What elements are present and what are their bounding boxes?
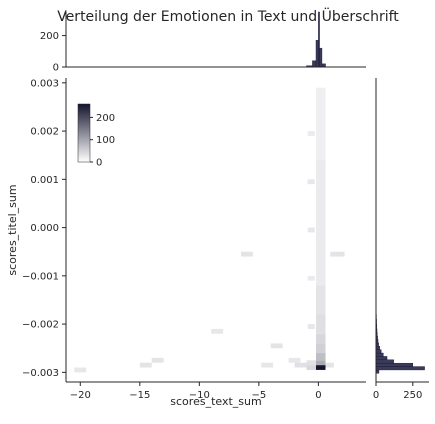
heatmap-bin — [316, 353, 326, 361]
marginal-y-tick-label: 250 — [403, 390, 422, 401]
marginal-y-bar — [375, 352, 384, 357]
x-tick-label: 0 — [315, 390, 321, 401]
x-tick-label: −10 — [189, 390, 210, 401]
x-axis-ticks: −20 −15 −10 −5 0 — [70, 382, 322, 401]
heatmap-bin — [316, 333, 326, 344]
heatmap-bin — [261, 362, 274, 368]
marginal-y-ticks: 0 250 — [373, 382, 422, 401]
heatmap-bin — [307, 131, 315, 136]
colorbar-tick-label: 200 — [96, 113, 115, 124]
heatmap-bin — [307, 227, 315, 233]
y-axis-label: scores_titel_sum — [6, 184, 19, 275]
heatmap-bin — [307, 324, 315, 329]
heatmap-bin — [241, 251, 253, 257]
marginal-x-bar — [312, 60, 317, 68]
marginal-y-bar — [375, 349, 382, 354]
y-tick-label: −0.003 — [22, 368, 59, 379]
marginal-y-bar — [375, 362, 414, 367]
y-tick-label: 0.000 — [30, 223, 59, 234]
marginal-y-bar — [375, 356, 388, 361]
heatmap-bin — [211, 328, 224, 334]
marginal-x-tick-label: 0 — [53, 63, 59, 74]
heatmap-bin — [74, 367, 87, 373]
marginal-y-tick-label: 0 — [373, 390, 379, 401]
y-tick-label: 0.003 — [30, 78, 59, 89]
x-tick-label: −15 — [129, 390, 150, 401]
heatmap-bin — [316, 227, 326, 286]
marginal-y-bar — [375, 359, 394, 364]
marginal-y-histogram: 0 250 — [373, 78, 429, 401]
heatmap-bin — [330, 251, 345, 257]
heatmap-bin — [307, 275, 315, 281]
heatmap-bin — [316, 365, 326, 370]
y-tick-label: 0.001 — [30, 175, 59, 186]
marginal-y-bar — [375, 366, 425, 371]
heatmap-bin — [270, 343, 283, 349]
heatmap-bin — [306, 360, 316, 366]
heatmap-bins — [74, 87, 345, 373]
colorbar-gradient — [77, 103, 91, 163]
marginal-x-tick-label: 200 — [40, 31, 59, 42]
joint-plot-area: −20 −15 −10 −5 0 −0.003 −0.002 −0.001 0.000 0.00… — [6, 78, 366, 408]
x-tick-label: −5 — [251, 390, 266, 401]
colorbar-tick-label: 0 — [96, 158, 102, 169]
heatmap-bin — [316, 160, 326, 228]
y-tick-label: −0.001 — [22, 271, 59, 282]
heatmap-bin — [316, 285, 326, 315]
marginal-x-histogram: 0 200 — [40, 11, 366, 74]
heatmap-bin — [316, 360, 326, 366]
colorbar: 0 100 200 — [77, 103, 115, 169]
heatmap-bin — [316, 314, 326, 334]
colorbar-ticks: 0 100 200 — [90, 113, 115, 169]
chart-title: Verteilung der Emotionen in Text und Übe… — [57, 7, 399, 25]
marginal-y-bar — [375, 346, 380, 350]
marginal-y-bars — [375, 309, 425, 374]
y-tick-label: −0.002 — [22, 320, 59, 331]
y-axis-ticks: −0.003 −0.002 −0.001 0.000 0.001 0.002 0.003 — [22, 78, 66, 379]
heatmap-bin — [151, 357, 164, 363]
x-tick-label: −20 — [70, 390, 91, 401]
marginal-x-bar — [315, 40, 319, 68]
heatmap-bin — [306, 365, 316, 370]
heatmap-bin — [325, 362, 334, 368]
heatmap-bin — [294, 362, 307, 368]
y-tick-label: 0.002 — [30, 127, 59, 138]
marginal-x-ticks: 0 200 — [40, 31, 66, 74]
heatmap-bin — [316, 343, 326, 354]
heatmap-bin — [307, 179, 315, 185]
heatmap-bin — [316, 87, 326, 161]
heatmap-bin — [288, 357, 301, 363]
x-axis-label: scores_text_sum — [170, 395, 261, 408]
marginal-x-bar — [319, 47, 323, 68]
heatmap-bin — [139, 362, 152, 368]
colorbar-tick-label: 100 — [96, 135, 115, 146]
